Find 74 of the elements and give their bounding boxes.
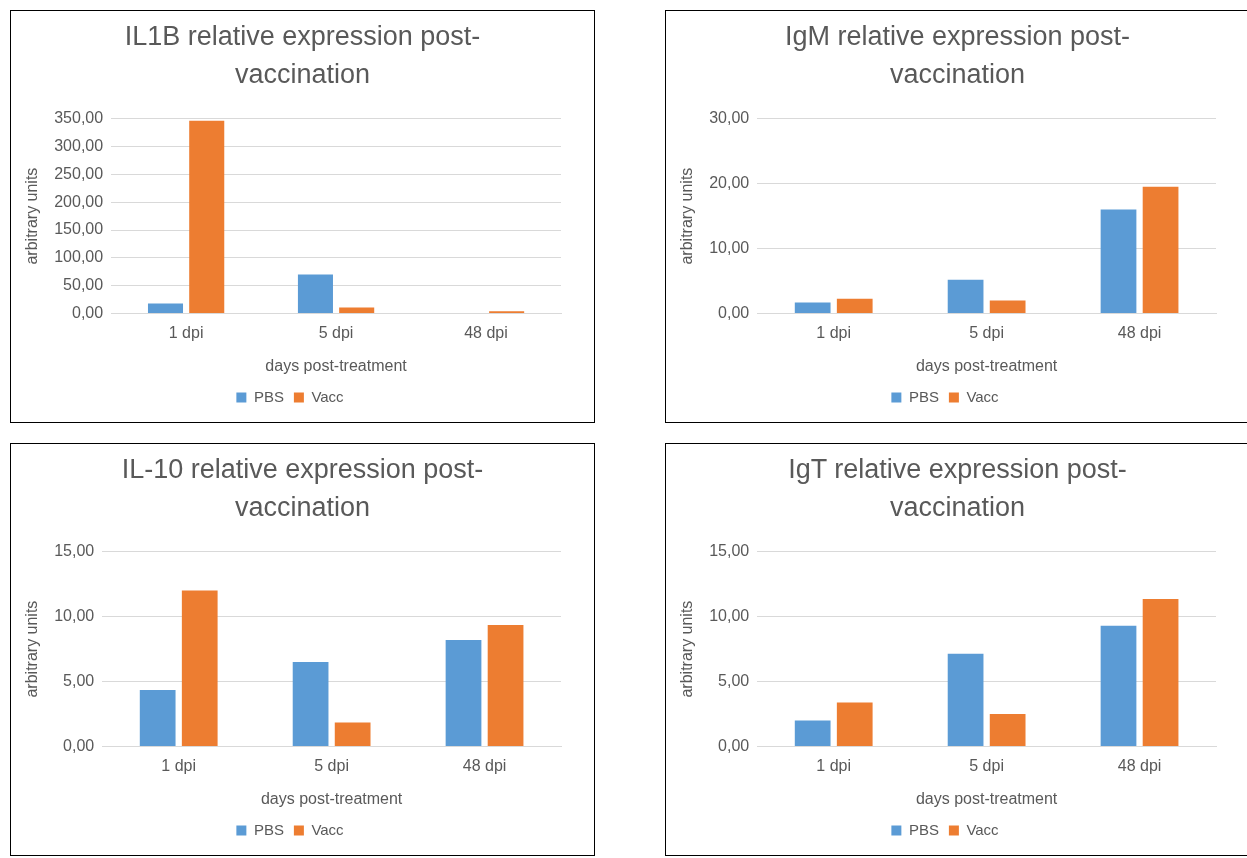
bar [989, 714, 1026, 747]
bar [292, 662, 329, 747]
y-tick-label: 5,00 [718, 672, 750, 690]
x-axis-title: days post-treatment [260, 789, 403, 807]
y-tick-label: 250,00 [54, 164, 104, 182]
bar [1142, 599, 1179, 747]
bar [334, 722, 371, 747]
x-tick-label: 48 dpi [1117, 756, 1162, 774]
y-tick-label: 15,00 [54, 542, 95, 560]
x-tick-label: 1 dpi [168, 323, 204, 341]
x-tick-label: 48 dpi [464, 323, 508, 341]
y-tick-label: 350,00 [54, 109, 104, 127]
legend-label: Vacc [966, 387, 1000, 405]
legend-label: PBS [908, 387, 939, 405]
bar [445, 640, 482, 747]
y-tick-label: 0,00 [718, 737, 750, 755]
x-tick-label: 1 dpi [161, 756, 197, 774]
bar [147, 303, 184, 314]
bar [339, 307, 375, 314]
y-tick-label: 15,00 [709, 542, 750, 560]
y-tick-label: 5,00 [63, 672, 95, 690]
chart-title: IL-10 relative expression post-vaccination [120, 453, 485, 524]
bar [139, 690, 176, 747]
x-axis-title: days post-treatment [915, 356, 1058, 374]
legend-label: Vacc [311, 387, 345, 405]
y-tick-label: 300,00 [54, 136, 104, 154]
bar [836, 702, 873, 747]
chart-title: IL1B relative expression post-vaccination [123, 20, 482, 91]
bar [1142, 186, 1179, 314]
y-tick-label: 10,00 [709, 607, 750, 625]
y-tick-label: 0,00 [72, 304, 104, 322]
bar [947, 279, 984, 314]
y-tick-label: 0,00 [63, 737, 95, 755]
x-tick-label: 1 dpi [816, 323, 852, 341]
y-axis-title: arbitrary units [678, 600, 696, 698]
bar [947, 653, 984, 747]
bar [794, 720, 831, 747]
bar [836, 298, 873, 314]
legend-label: PBS [253, 820, 284, 838]
chart-title: IgM relative expression post-vaccination [783, 20, 1132, 91]
bar [989, 300, 1026, 314]
legend-label: Vacc [966, 820, 1000, 838]
y-tick-label: 100,00 [54, 248, 104, 266]
y-axis-title: arbitrary units [23, 167, 41, 265]
x-tick-label: 48 dpi [462, 756, 507, 774]
chart-title: IgT relative expression post-vaccination [787, 453, 1128, 524]
y-tick-label: 0,00 [718, 304, 750, 322]
x-tick-label: 1 dpi [816, 756, 852, 774]
x-tick-label: 5 dpi [314, 756, 349, 774]
legend-label: PBS [253, 387, 284, 405]
y-tick-label: 30,00 [709, 109, 750, 127]
y-tick-label: 200,00 [54, 192, 104, 210]
y-tick-label: 20,00 [709, 174, 750, 192]
bar [181, 590, 218, 747]
y-axis-title: arbitrary units [678, 167, 696, 265]
bar [487, 625, 524, 747]
x-tick-label: 5 dpi [969, 756, 1004, 774]
legend-label: Vacc [311, 820, 345, 838]
x-tick-label: 48 dpi [1117, 323, 1162, 341]
y-axis-title: arbitrary units [23, 600, 41, 698]
bar [794, 302, 831, 314]
x-axis-title: days post-treatment [265, 356, 408, 374]
y-tick-label: 50,00 [63, 276, 104, 294]
x-tick-label: 5 dpi [318, 323, 354, 341]
bar [1100, 625, 1137, 747]
y-tick-label: 10,00 [709, 239, 750, 257]
x-tick-label: 5 dpi [969, 323, 1004, 341]
y-tick-label: 10,00 [54, 607, 95, 625]
legend-label: PBS [908, 820, 939, 838]
bar [297, 274, 333, 314]
bar [189, 120, 225, 314]
bar [1100, 209, 1137, 314]
y-tick-label: 150,00 [54, 220, 104, 238]
x-axis-title: days post-treatment [915, 789, 1058, 807]
